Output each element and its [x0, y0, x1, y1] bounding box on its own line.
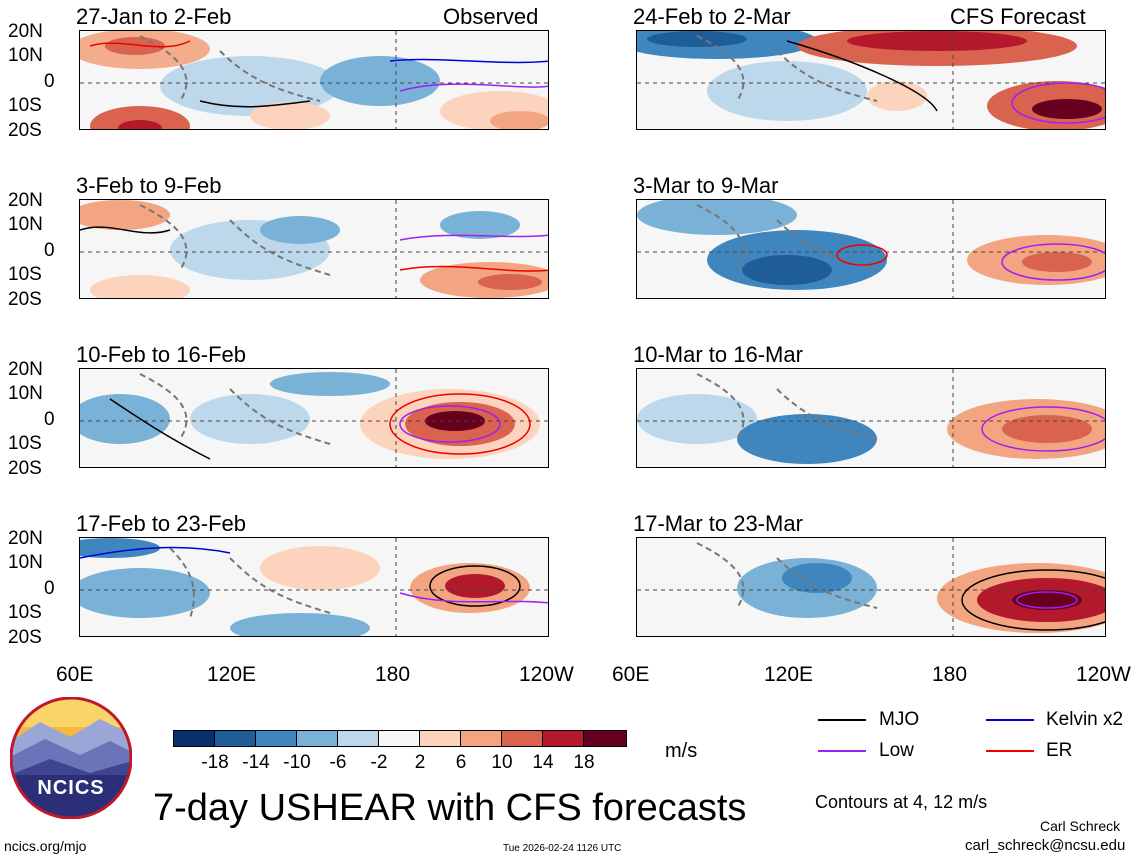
map-panel-right-2 [636, 199, 1106, 299]
y-label: 20S [8, 627, 42, 648]
y-label: 20N [8, 528, 43, 549]
colorbar-swatch [173, 730, 218, 747]
y-label: 20N [8, 21, 43, 42]
footer-author: Carl Schreck [1040, 818, 1121, 834]
shear-map-right-4 [637, 538, 1105, 636]
colorbar-swatch [460, 730, 505, 747]
footer-url: ncics.org/mjo [4, 838, 87, 854]
colorbar-tick: -6 [329, 752, 347, 773]
colorbar-swatch [255, 730, 300, 747]
y-label: 10S [8, 602, 42, 623]
header-cfs-forecast: CFS Forecast [950, 4, 1086, 29]
panel-title-left-2: 3-Feb to 9-Feb [76, 173, 222, 198]
colorbar-tick: -18 [201, 752, 229, 773]
legend-label-kelvin: Kelvin x2 [1046, 709, 1124, 730]
colorbar-swatch [296, 730, 341, 747]
ncics-logo-graphic [10, 697, 132, 819]
colorbar-tick: -2 [370, 752, 388, 773]
colorbar-tick: -10 [283, 752, 311, 773]
shear-map-left-1 [80, 31, 548, 129]
y-label: 20S [8, 289, 42, 310]
panel-title-right-1: 24-Feb to 2-Mar [633, 4, 791, 29]
panel-title-right-4: 17-Mar to 23-Mar [633, 511, 803, 536]
y-label: 10S [8, 433, 42, 454]
map-panel-left-2 [79, 199, 549, 299]
y-label: 10N [8, 552, 43, 573]
y-label: 20N [8, 359, 43, 380]
map-panel-right-3 [636, 368, 1106, 468]
colorbar-tick: 14 [532, 752, 554, 773]
y-label: 20S [8, 458, 42, 479]
colorbar-swatch [419, 730, 464, 747]
colorbar-swatch [337, 730, 382, 747]
x-label-right: 180 [932, 663, 968, 686]
x-label-right: 120E [764, 663, 814, 686]
colorbar-tick: -14 [242, 752, 270, 773]
y-label: 20N [8, 190, 43, 211]
legend-label-mjo: MJO [879, 709, 920, 730]
contours-note: Contours at 4, 12 m/s [815, 792, 988, 812]
y-label: 10N [8, 45, 43, 66]
x-label-left: 60E [56, 663, 94, 686]
colorbar-swatch [542, 730, 587, 747]
shear-map-left-2 [80, 200, 548, 298]
colorbar-tick: 6 [455, 752, 467, 773]
map-panel-left-4 [79, 537, 549, 637]
shear-map-right-2 [637, 200, 1105, 298]
shear-map-left-4 [80, 538, 548, 636]
legend-label-er: ER [1046, 740, 1073, 761]
map-panel-right-4 [636, 537, 1106, 637]
shear-map-left-3 [80, 369, 548, 467]
map-panel-left-1 [79, 30, 549, 130]
y-label: 0 [44, 240, 55, 261]
x-label-right: 60E [612, 663, 650, 686]
header-observed: Observed [443, 4, 539, 29]
colorbar-unit: m/s [665, 740, 698, 762]
colorbar-swatch [583, 730, 627, 747]
footer-timestamp: Tue 2026-02-24 1126 UTC [503, 843, 622, 854]
legend-line-er [986, 750, 1034, 752]
colorbar-swatch [214, 730, 259, 747]
legend-label-low: Low [879, 740, 914, 761]
colorbar-tick: 18 [573, 752, 595, 773]
figure-title: 7-day USHEAR with CFS forecasts [153, 787, 747, 829]
map-panel-right-1 [636, 30, 1106, 130]
panel-title-left-1: 27-Jan to 2-Feb [76, 4, 232, 29]
x-label-left: 120W [519, 663, 574, 686]
panel-title-left-4: 17-Feb to 23-Feb [76, 511, 246, 536]
y-label: 10N [8, 214, 43, 235]
ncics-logo: NCICS [10, 697, 132, 819]
colorbar-tick: 10 [491, 752, 513, 773]
panel-title-left-3: 10-Feb to 16-Feb [76, 342, 246, 367]
y-label: 10N [8, 383, 43, 404]
colorbar-tick: 2 [414, 752, 426, 773]
panel-title-right-3: 10-Mar to 16-Mar [633, 342, 803, 367]
footer-email: carl_schreck@ncsu.edu [965, 837, 1126, 854]
y-label: 0 [44, 409, 55, 430]
x-label-right: 120W [1076, 663, 1131, 686]
x-label-left: 180 [375, 663, 411, 686]
shear-map-right-3 [637, 369, 1105, 467]
legend-line-kelvin [986, 719, 1034, 721]
panel-title-right-2: 3-Mar to 9-Mar [633, 173, 779, 198]
legend-line-low [818, 750, 866, 752]
shear-map-right-1 [637, 31, 1105, 129]
colorbar-swatch [501, 730, 546, 747]
y-label: 10S [8, 95, 42, 116]
y-label: 0 [44, 578, 55, 599]
y-label: 0 [44, 71, 55, 92]
y-label: 10S [8, 264, 42, 285]
logo-text: NCICS [37, 777, 105, 799]
x-label-left: 120E [207, 663, 257, 686]
y-label: 20S [8, 120, 42, 141]
legend-line-mjo [818, 719, 866, 721]
map-panel-left-3 [79, 368, 549, 468]
colorbar-swatch [378, 730, 423, 747]
